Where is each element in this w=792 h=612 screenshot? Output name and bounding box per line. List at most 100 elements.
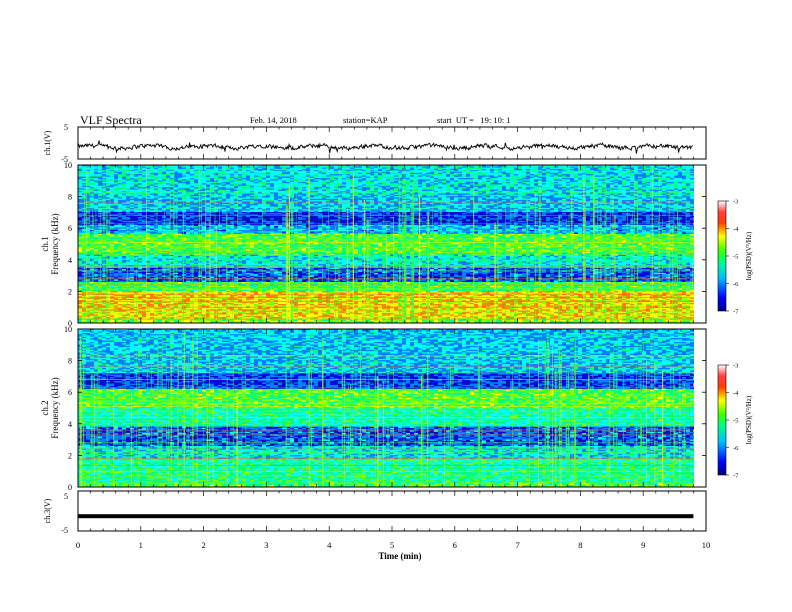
spectrogram-cell (286, 174, 290, 176)
spectrogram-cell (386, 174, 390, 176)
spectrogram-cell (186, 168, 190, 170)
spectrogram-cell (278, 174, 282, 176)
spectrogram-cell (634, 173, 638, 175)
spectrogram-cell (374, 172, 378, 174)
spectrogram-cell (474, 166, 478, 168)
spectrogram-cell (434, 173, 438, 175)
spectrogram-cell (98, 166, 102, 168)
spectrogram-cell (466, 172, 470, 174)
spectrogram-cell (670, 172, 674, 174)
spectrogram-cell (194, 168, 198, 170)
spectrogram-cell (306, 174, 310, 176)
spectrogram-cell (314, 173, 318, 175)
spectrogram-cell (678, 168, 682, 170)
spectrogram-cell (418, 172, 422, 174)
spectrogram-cell (282, 168, 286, 170)
spectrogram-cell (250, 166, 254, 168)
spectrogram-cell (314, 172, 318, 174)
spectrogram-cell (210, 169, 214, 171)
spectrogram-cell (102, 173, 106, 175)
spectrogram-cell (486, 168, 490, 170)
spectrogram-cell (126, 172, 130, 174)
spectrogram-cell (162, 174, 166, 176)
spectrogram-cell (194, 173, 198, 175)
spectrogram-cell (154, 172, 158, 174)
start-ut-label: start UT = 19: 10: 1 (437, 115, 511, 125)
spectrogram-cell (394, 174, 398, 176)
station-label: station=KAP (343, 115, 388, 125)
spectrogram-cell (242, 168, 246, 170)
spectrogram-cell (610, 169, 614, 171)
spectrogram-cell (646, 173, 650, 175)
spectrogram-cell (462, 173, 466, 175)
spectrogram-cell (554, 166, 558, 168)
spectrogram-cell (174, 174, 178, 176)
spectrogram-cell (158, 166, 162, 168)
spectrogram-cell (246, 174, 250, 176)
spectrogram-cell (174, 169, 178, 171)
spectrogram-cell (378, 168, 382, 170)
spectrogram-cell (310, 168, 314, 170)
spectrogram-cell (654, 173, 658, 175)
spectrogram-cell (666, 172, 670, 174)
spectrogram-cell (398, 166, 402, 168)
spectrogram-cell (562, 168, 566, 170)
spectrogram-cell (190, 173, 194, 175)
spectrogram-cell (378, 166, 382, 168)
spectrogram-cell (570, 172, 574, 174)
spectrogram-cell (670, 168, 674, 170)
spectrogram-cell (642, 166, 646, 168)
spectrogram-cell (362, 169, 366, 171)
spectrogram-cell (270, 166, 274, 168)
spectrogram-cell (462, 169, 466, 171)
spectrogram-cell (522, 169, 526, 171)
spectrogram-cell (410, 174, 414, 176)
spectrogram-cell (90, 169, 94, 171)
spectrogram-cell (118, 168, 122, 170)
spectrogram-cell (462, 172, 466, 174)
spectrogram-cell (298, 169, 302, 171)
spectrogram-cell (402, 166, 406, 168)
spectrogram-cell (106, 173, 110, 175)
spectrogram-cell (286, 173, 290, 175)
spectrogram-cell (130, 172, 134, 174)
spectrogram-cell (606, 169, 610, 171)
spectrogram-cell (222, 173, 226, 175)
spectrogram-cell (506, 166, 510, 168)
spectrogram-cell (302, 169, 306, 171)
spectrogram-cell (198, 169, 202, 171)
spectrogram-cell (582, 168, 586, 170)
spectrogram-cell (82, 168, 86, 170)
spectrogram-cell (638, 168, 642, 170)
spectrogram-cell (682, 168, 686, 170)
spectrogram-cell (126, 173, 130, 175)
spectrogram-cell (634, 169, 638, 171)
spectrogram-cell (222, 166, 226, 168)
spectrogram-cell (342, 166, 346, 168)
spectrogram-cell (134, 166, 138, 168)
spectrogram-cell (634, 172, 638, 174)
spectrogram-cell (638, 166, 642, 168)
spectrogram-cell (490, 172, 494, 174)
spectrogram-cell (662, 169, 666, 171)
spectrogram-cell (246, 169, 250, 171)
spectrogram-cell (270, 172, 274, 174)
spectrogram-cell (610, 166, 614, 168)
spectrogram-cell (534, 172, 538, 174)
spectrogram-cell (366, 172, 370, 174)
spectrogram-cell (110, 169, 114, 171)
spectrogram-cell (334, 174, 338, 176)
spectrogram-cell (466, 168, 470, 170)
spectrogram-cell (274, 174, 278, 176)
spectrogram-cell (358, 168, 362, 170)
spectrogram-cell (590, 168, 594, 170)
spectrogram-cell (226, 174, 230, 176)
spectrogram-cell (434, 174, 438, 176)
spectrogram-cell (614, 169, 618, 171)
spectrogram-cell (290, 169, 294, 171)
spectrogram-cell (654, 168, 658, 170)
spectrogram-cell (458, 168, 462, 170)
spectrogram-cell (346, 172, 350, 174)
spectrogram-cell (226, 173, 230, 175)
ch1-waveform-ylabel: ch.1(V) (43, 130, 52, 155)
